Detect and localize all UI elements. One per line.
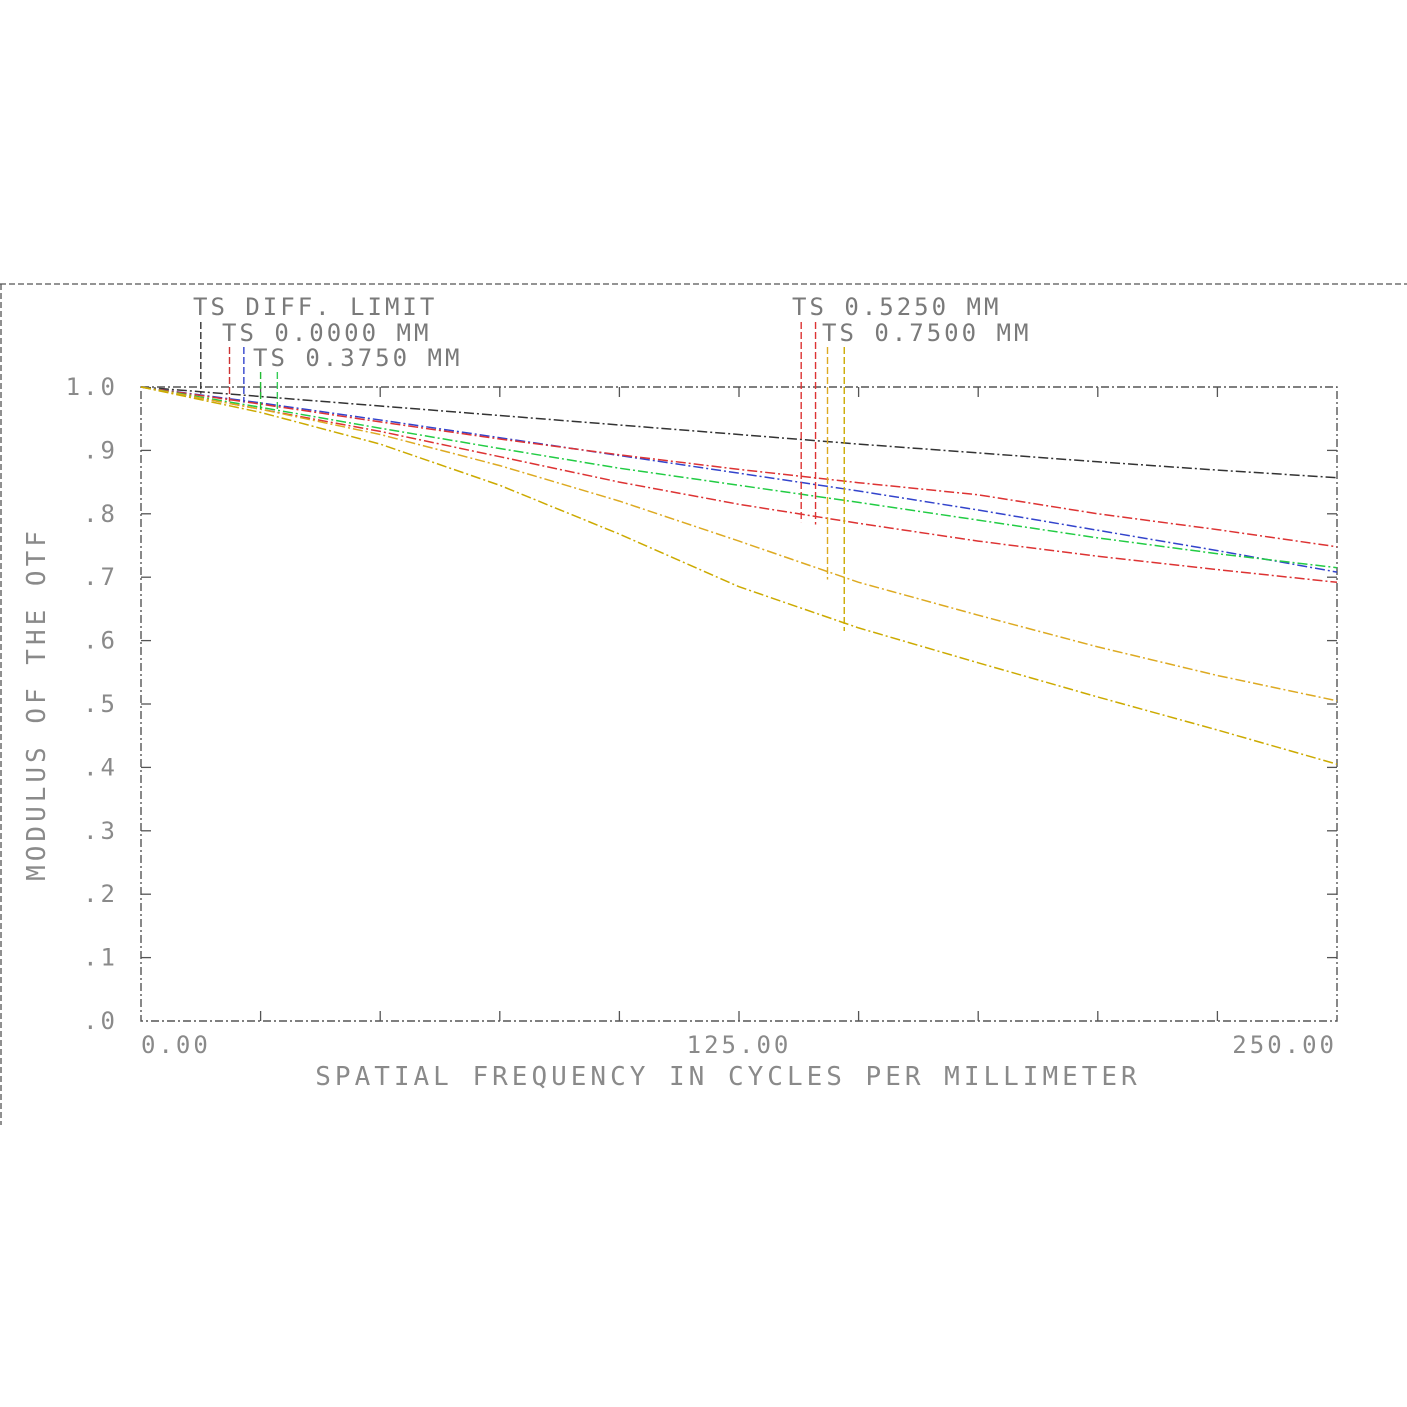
y-tick-label: .1 bbox=[83, 944, 118, 972]
legend-label-3750: TS 0.3750 MM bbox=[253, 344, 462, 372]
legend-label-5250: TS 0.5250 MM bbox=[792, 293, 1001, 321]
series-layer bbox=[140, 386, 1338, 765]
legend-label-7500: TS 0.7500 MM bbox=[822, 319, 1031, 347]
y-tick-label: .6 bbox=[83, 627, 118, 655]
axis-ticks bbox=[141, 387, 1337, 1021]
y-tick-label: .7 bbox=[83, 563, 118, 591]
x-tick-labels: 0.00 125.00 250.00 bbox=[141, 1031, 1337, 1059]
series-line-7 bbox=[140, 386, 1338, 765]
legend-label-0000: TS 0.0000 MM bbox=[222, 319, 431, 347]
series-line-3 bbox=[140, 386, 1338, 548]
series-line-2 bbox=[140, 386, 1338, 573]
x-tick-label: 125.00 bbox=[687, 1031, 792, 1059]
y-tick-label: .2 bbox=[83, 880, 118, 908]
series-line-1 bbox=[140, 386, 1338, 479]
y-tick-label: .9 bbox=[83, 436, 118, 464]
legend-label-diff-limit: TS DIFF. LIMIT bbox=[193, 293, 437, 321]
series-line-5 bbox=[140, 386, 1338, 569]
x-axis-title: SPATIAL FREQUENCY IN CYCLES PER MILLIMET… bbox=[315, 1062, 1140, 1092]
legend-markers bbox=[200, 322, 845, 631]
y-tick-labels: .0 .1 .2 .3 .4 .5 .6 .7 .8 .9 1.0 bbox=[66, 373, 118, 1035]
y-tick-label: .0 bbox=[83, 1007, 118, 1035]
y-tick-label: .3 bbox=[83, 817, 118, 845]
y-axis-title: MODULUS OF THE OTF bbox=[22, 527, 52, 881]
y-tick-label: 1.0 bbox=[66, 373, 118, 401]
series-line-4 bbox=[140, 386, 1338, 584]
x-tick-label: 0.00 bbox=[141, 1031, 211, 1059]
y-tick-label: .5 bbox=[83, 690, 118, 718]
x-tick-label: 250.00 bbox=[1232, 1031, 1337, 1059]
y-tick-label: .8 bbox=[83, 500, 118, 528]
series-line-6 bbox=[140, 386, 1338, 702]
y-tick-label: .4 bbox=[83, 753, 118, 781]
